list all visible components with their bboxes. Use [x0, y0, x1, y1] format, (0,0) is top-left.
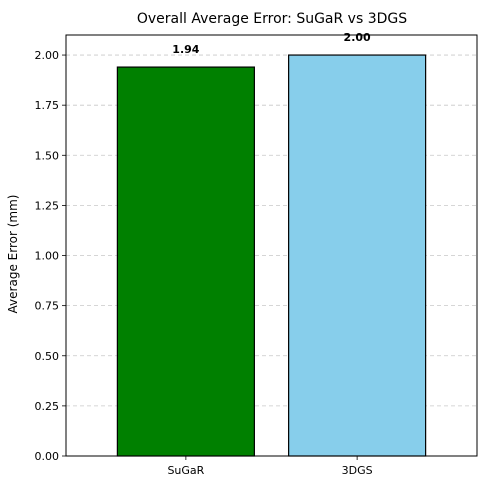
y-tick-label: 1.00 — [35, 250, 60, 263]
plot-frame — [65, 34, 478, 457]
y-tick-label: 0.25 — [35, 400, 60, 413]
axes — [62, 34, 478, 460]
y-tick-label: 0.50 — [35, 350, 60, 363]
x-tick-label: SuGaR — [167, 464, 204, 477]
y-tick-label: 1.75 — [35, 99, 60, 112]
y-axis-label: Average Error (mm) — [6, 195, 20, 314]
chart-title: Overall Average Error: SuGaR vs 3DGS — [137, 11, 407, 27]
y-tick-label: 2.00 — [35, 49, 60, 62]
y-tick-label: 0.00 — [35, 450, 60, 463]
data-label-3dgs: 2.00 — [344, 31, 371, 44]
bars — [116, 54, 427, 457]
bar-3dgs — [288, 54, 427, 457]
y-tick-label: 1.50 — [35, 149, 60, 162]
y-tick-label: 1.25 — [35, 199, 60, 212]
data-label-sugar: 1.94 — [172, 43, 199, 56]
tick-labels: 0.00 0.25 0.50 0.75 1.00 1.25 1.50 1.75 2.00 1.94… — [35, 31, 373, 477]
x-tick-label: 3DGS — [342, 464, 373, 477]
y-tick-label: 0.75 — [35, 300, 60, 313]
bar-sugar — [116, 66, 255, 457]
